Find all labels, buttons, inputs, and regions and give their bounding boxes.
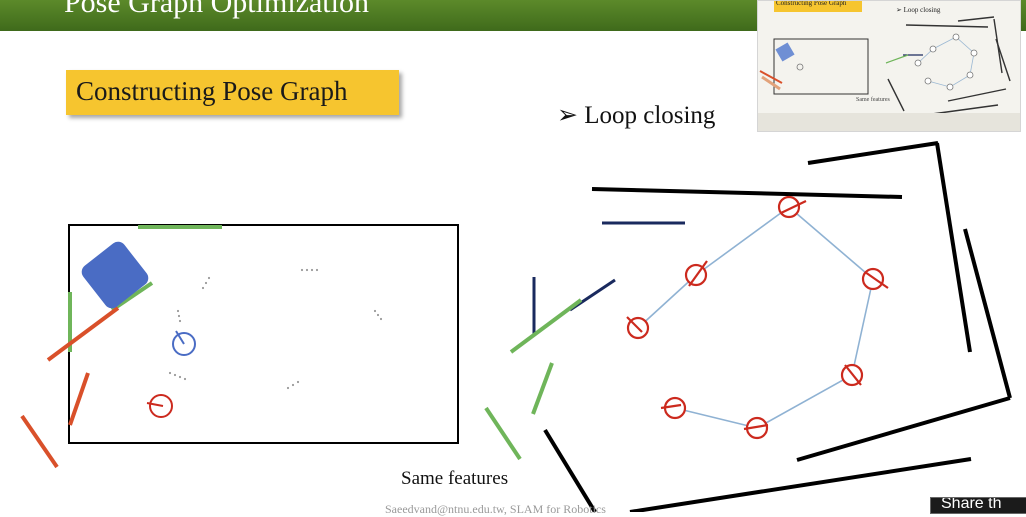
section-badge-label: Constructing Pose Graph bbox=[76, 76, 348, 106]
inset-caption: Same features bbox=[856, 97, 890, 103]
green-feature-3 bbox=[484, 406, 522, 461]
robot-icon bbox=[81, 241, 149, 309]
previous-pose-red bbox=[146, 394, 173, 418]
pose-node-3 bbox=[777, 195, 807, 219]
pose-graph-edges bbox=[637, 206, 874, 429]
pose-node-4 bbox=[861, 267, 889, 291]
share-button[interactable]: Share th bbox=[930, 497, 1026, 514]
current-pose-blue bbox=[172, 330, 196, 356]
slide-title: Pose Graph Optimization bbox=[64, 0, 369, 19]
pose-node-2 bbox=[684, 260, 708, 287]
green-feature-1 bbox=[509, 298, 583, 354]
pose-node-1 bbox=[626, 316, 650, 340]
presenter-video-inset[interactable]: Constructing Pose Graph ➢ Loop closing S… bbox=[757, 0, 1021, 132]
map-walls bbox=[543, 141, 1012, 512]
pose-node-6 bbox=[743, 416, 769, 440]
dotted-marks bbox=[168, 268, 383, 390]
pose-nodes bbox=[626, 195, 889, 440]
feature-segment-robot bbox=[110, 281, 154, 312]
bullet-loop-closing: ➢ Loop closing bbox=[557, 102, 716, 129]
inset-bullet: ➢ Loop closing bbox=[896, 6, 941, 14]
share-button-label: Share th bbox=[941, 497, 1002, 512]
inset-diagram bbox=[758, 16, 1020, 131]
same-features-caption: Same features bbox=[401, 468, 509, 489]
section-badge: Constructing Pose Graph bbox=[66, 70, 399, 115]
pose-node-7 bbox=[660, 396, 687, 420]
pose-node-5 bbox=[840, 363, 864, 387]
green-feature-2 bbox=[531, 362, 554, 415]
feature-orange-2 bbox=[68, 372, 90, 426]
feature-orange-1 bbox=[46, 306, 120, 362]
inset-title: Constructing Pose Graph bbox=[774, 1, 862, 12]
feature-orange-3 bbox=[20, 414, 59, 469]
slide-footer: Saeedvand@ntnu.edu.tw, SLAM for Robotics bbox=[385, 502, 606, 516]
